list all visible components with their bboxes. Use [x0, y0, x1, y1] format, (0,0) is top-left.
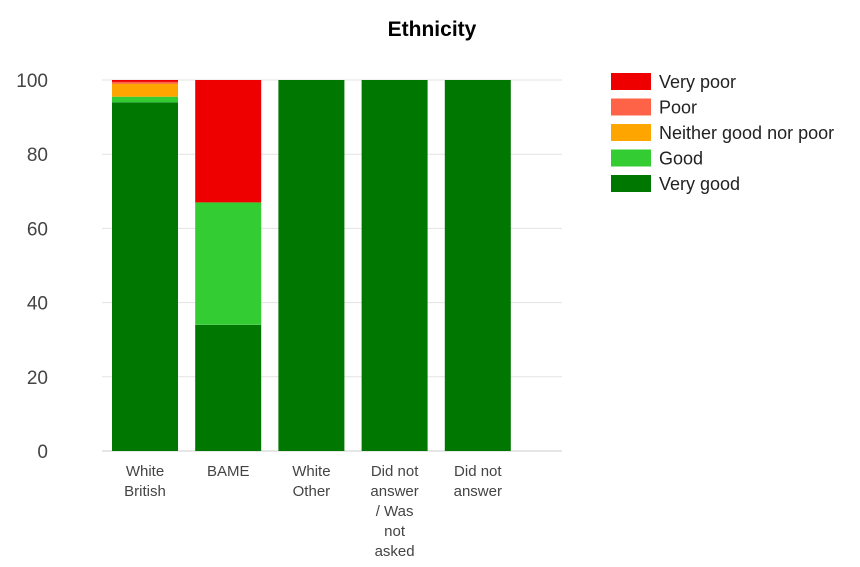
legend-label-poor: Poor	[659, 98, 697, 118]
bars	[112, 80, 511, 452]
legend-swatch-very-poor	[611, 73, 651, 90]
legend-label-very-good: Very good	[659, 174, 740, 194]
legend-swatch-neither-good-nor-poor	[611, 124, 651, 141]
bar-segment-very-good-2	[278, 80, 345, 451]
x-tick-label-4: Did not answer	[454, 463, 503, 500]
bar-segment-good-1	[195, 202, 262, 325]
bar-segment-very-good-4	[444, 80, 511, 451]
legend-swatch-poor	[611, 98, 651, 116]
legend-label-very-poor: Very poor	[659, 72, 736, 92]
legend-swatch-good	[611, 149, 651, 167]
legend-label-neither-good-nor-poor: Neither good nor poor	[659, 123, 834, 143]
y-tick-label-60: 60	[27, 219, 48, 240]
x-tick-label-3: Did not answer / Was not asked	[370, 463, 419, 560]
y-tick-label-40: 40	[27, 294, 48, 315]
legend-label-good: Good	[659, 149, 703, 169]
y-axis-ticks: 0 20 40 60 80 100	[16, 71, 48, 463]
y-tick-label-100: 100	[16, 71, 48, 92]
x-tick-label-1: BAME	[207, 463, 250, 480]
y-tick-label-20: 20	[27, 368, 48, 389]
legend-swatch-very-good	[611, 175, 651, 192]
x-tick-label-2: White Other	[292, 463, 330, 500]
x-axis-labels: White British BAME White Other Did not answer /…	[124, 463, 502, 560]
bar-segment-poor-0	[112, 81, 178, 84]
bar-segment-very-good-3	[361, 80, 428, 451]
bar-segment-very-good-1	[195, 324, 262, 451]
bar-segment-very-poor-0	[112, 80, 178, 82]
bar-segment-good-0	[112, 96, 178, 103]
x-tick-label-0: White British	[124, 463, 166, 500]
chart-title: Ethnicity	[388, 18, 477, 41]
bar-segment-neither-good-nor-poor-0	[112, 83, 178, 97]
bar-segment-very-good-0	[112, 102, 178, 452]
y-tick-label-0: 0	[37, 442, 48, 463]
y-tick-label-80: 80	[27, 145, 48, 166]
bar-segment-very-poor-1	[195, 80, 262, 203]
legend: Very poor Poor Neither good nor poor Good Ve…	[611, 72, 834, 194]
